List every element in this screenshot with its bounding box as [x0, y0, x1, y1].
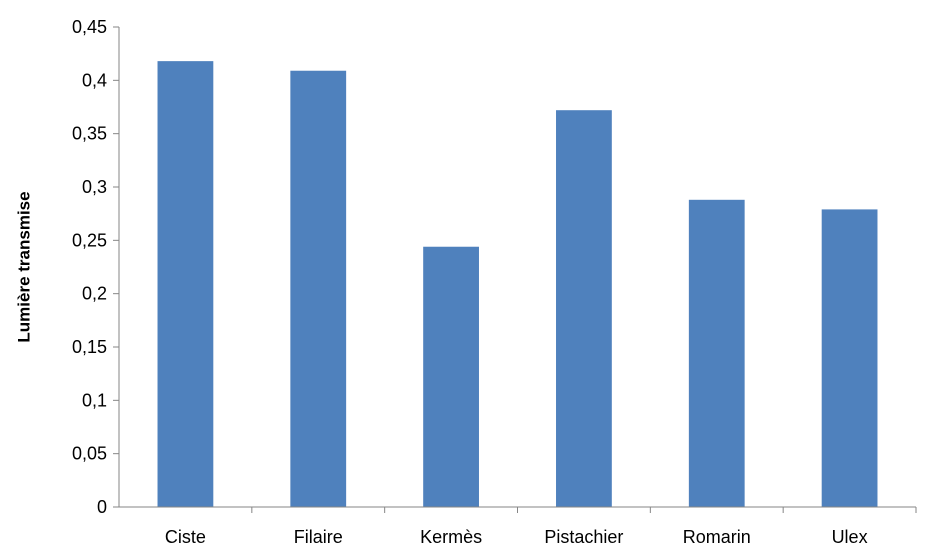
bar-filaire: [290, 70, 347, 507]
bars-group: [157, 61, 878, 508]
y-tick-label: 0,1: [82, 390, 107, 410]
x-tick-label: Ulex: [832, 527, 868, 547]
y-tick-label: 0,2: [82, 284, 107, 304]
y-tick-label: 0: [97, 497, 107, 517]
x-axis-ticks: Ciste Filaire Kermès Pistachier Romarin Ulex: [165, 507, 917, 547]
y-axis-ticks: 0 0,05 0,1 0,15 0,2 0,25 0,3 0,35 0,4 0,45: [72, 17, 119, 517]
y-tick-label: 0,35: [72, 124, 107, 144]
bar-romarin: [688, 199, 745, 508]
x-tick-label: Pistachier: [544, 527, 623, 547]
y-axis-title: Lumière transmise: [14, 191, 33, 342]
y-tick-label: 0,05: [72, 444, 107, 464]
x-tick-label: Kermès: [420, 527, 482, 547]
y-tick-label: 0,45: [72, 17, 107, 37]
y-tick-label: 0,25: [72, 230, 107, 250]
bar-pistachier: [556, 110, 612, 507]
bar-ciste: [157, 61, 214, 508]
y-tick-label: 0,4: [82, 70, 107, 90]
axes-group: [118, 27, 916, 508]
y-tick-label: 0,15: [72, 337, 107, 357]
bar-ulex: [821, 209, 878, 507]
x-tick-label: Romarin: [683, 527, 751, 547]
y-tick-label: 0,3: [82, 177, 107, 197]
x-tick-label: Ciste: [165, 527, 206, 547]
bar-kermès: [423, 246, 479, 507]
x-tick-label: Filaire: [294, 527, 343, 547]
